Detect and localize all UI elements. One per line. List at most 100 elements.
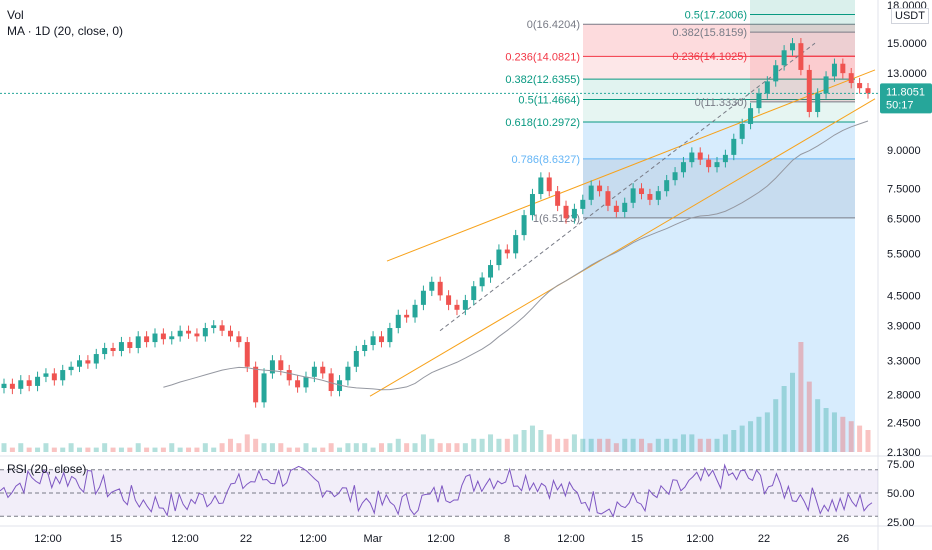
candle-body [504,249,510,254]
volume-bar [253,438,259,452]
candle-body [219,325,225,331]
volume-bar [35,447,41,452]
candle-body [689,152,695,163]
rsi-line [0,463,873,518]
candle-body [580,199,586,209]
candle-body [370,336,376,346]
candle-body [521,215,527,236]
candle-body [9,383,15,389]
candle-body [555,191,561,206]
candle-body [387,328,393,343]
candle-body [840,63,846,74]
volume-bar [831,412,837,452]
volume-bar [748,421,754,452]
volume-bar [160,447,166,452]
candle-body [110,347,116,351]
volume-bar [613,443,619,452]
candle-body [790,43,796,51]
volume-bar [471,438,477,452]
volume-bar [731,430,737,452]
time-tick-label: Mar [364,533,383,545]
time-tick-label: 8 [504,533,510,545]
volume-bar [353,443,359,452]
candle-body [93,354,99,364]
volume-bar [529,425,535,452]
volume-bar [563,438,569,452]
candle-body [513,235,519,254]
candle-body [865,88,871,94]
candle-body [429,281,435,291]
candle-body [529,194,535,216]
volume-bar [9,447,15,452]
volume-bar [815,399,821,452]
candle-body [160,333,166,340]
volume-bar [521,430,527,452]
volume-bar [227,438,233,452]
candle-body [471,286,477,301]
candle-body [26,380,32,386]
candle-body [672,172,678,181]
volume-bar [60,447,66,452]
volume-bar [110,447,116,452]
volume-bar [345,443,351,452]
volume-bar [764,412,770,452]
volume-bar [806,381,812,452]
volume-bar [387,443,393,452]
volume-bar [311,447,317,452]
candle-body [135,336,141,348]
volume-bar [513,434,519,452]
price-tick-label: 3.3000 [887,355,921,367]
price-tick-label: 5.5000 [887,248,921,260]
candle-body [311,366,317,377]
candle-body [202,328,208,337]
candle-body [831,63,837,77]
candle-body [806,69,812,112]
fib-zone [583,56,855,80]
candle-body [588,185,594,200]
volume-bar [102,443,108,452]
time-tick-label: 12:00 [34,533,62,545]
candle-body [714,162,720,168]
candle-body [706,159,712,168]
volume-bar [781,386,787,452]
volume-bar [647,443,653,452]
candle-body [395,314,401,329]
candle-body [194,333,200,337]
candle-body [278,360,284,371]
currency-label[interactable]: USDT [891,8,929,24]
candle-body [353,350,359,367]
candle-body [244,342,250,367]
volume-bar [18,443,24,452]
candle-body [437,281,443,296]
candle-body [211,325,217,329]
rsi-legend: RSI (20, close) [7,462,87,476]
fib-level-label: 0(16.4204) [527,19,580,31]
volume-bar [211,447,217,452]
candle-body [571,208,577,219]
volume-bar [722,434,728,452]
volume-bar [43,443,49,452]
volume-bar [857,425,863,452]
candle-body [815,93,821,112]
candle-body [823,76,829,94]
volume-bar [739,425,745,452]
volume-bar [865,430,871,452]
price-tick-label: 4.5000 [887,290,921,302]
volume-bar [118,447,124,452]
volume-bar [144,447,150,452]
rsi-tick-label: 50.00 [887,488,915,500]
volume-bar [269,443,275,452]
candle-body [68,366,74,371]
volume-bar [790,372,796,452]
candle-body [362,345,368,351]
volume-bar [479,438,485,452]
volume-bar [706,438,712,452]
candle-body [85,360,91,364]
time-tick-label: 12:00 [299,533,327,545]
fib-zone [583,24,855,57]
candle-body [404,314,410,318]
candle-body [697,152,703,160]
candle-body [748,108,754,124]
candle-body [798,43,804,70]
